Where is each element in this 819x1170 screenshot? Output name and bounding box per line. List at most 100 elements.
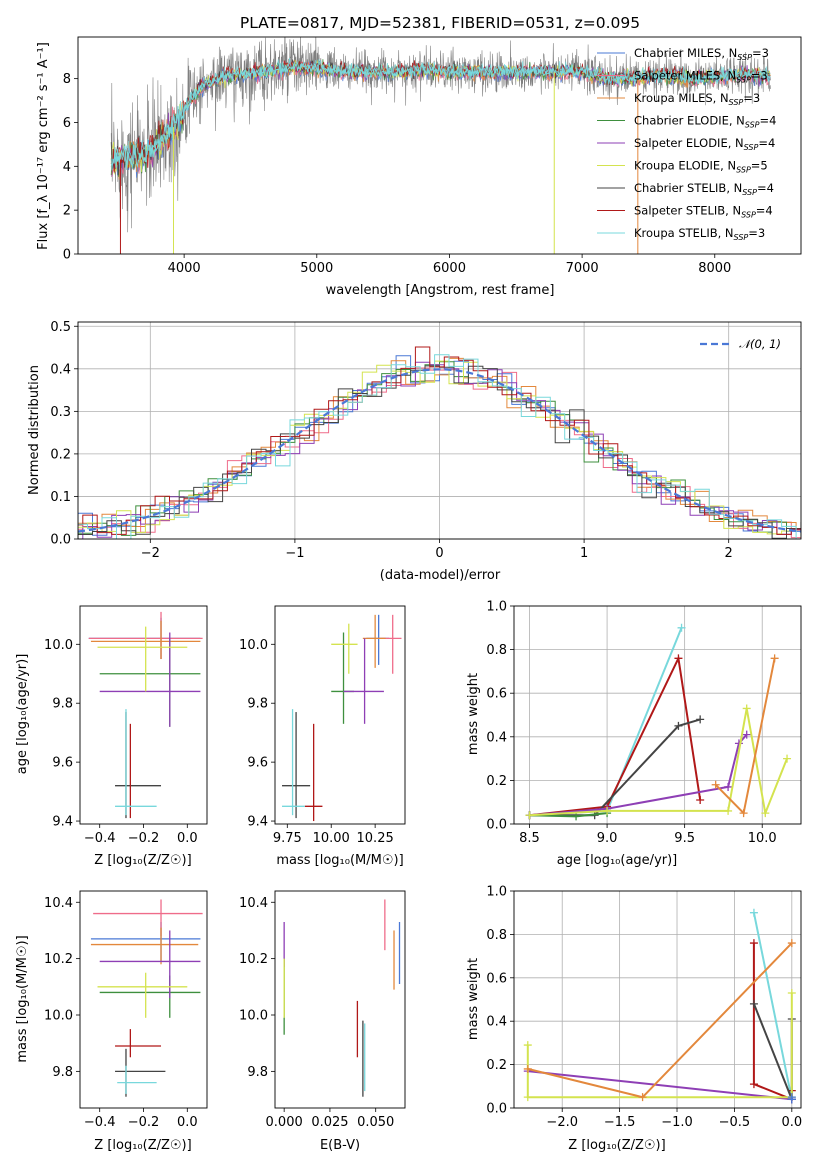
normal-curve	[78, 368, 801, 533]
spectrum-legend-tail: =3	[748, 226, 765, 240]
residuals-xtick-label: 2	[725, 546, 733, 561]
Z-weight-marker	[787, 939, 796, 948]
residuals-ytick-label: 0.1	[50, 490, 71, 505]
spectrum-legend-sub: SSP	[745, 121, 760, 130]
z-age-xlabel: Z [log₁₀(Z/Z☉)]	[94, 853, 191, 868]
mass-age-plot	[282, 614, 402, 822]
mass-age-xtick-label: 10.00	[313, 831, 350, 846]
age-weight-marker	[761, 809, 770, 818]
ebv-mass-xtick-label: 0.050	[357, 1115, 394, 1130]
ebv-mass-ytick-label: 10.0	[239, 1009, 268, 1024]
spectrum-xlabel: wavelength [Angstrom, rest frame]	[326, 283, 555, 298]
spectrum-legend-tail: =4	[758, 136, 775, 150]
Z-age-xtick-label: 0.0	[177, 831, 198, 846]
mass-age-ytick-label: 9.4	[247, 815, 268, 830]
age-weight-ytick-label: 0.2	[486, 774, 507, 789]
spectrum-legend-tail: =3	[743, 91, 760, 105]
Z-weight-xtick-label: −1.0	[661, 1115, 693, 1130]
residuals-xtick-label: 0	[435, 546, 443, 561]
residuals-ytick-label: 0.2	[50, 447, 71, 462]
age-weight-ytick-label: 0.8	[486, 643, 507, 658]
spectrum-xtick-label: 8000	[698, 261, 731, 276]
age-weight-ylabel: mass weight	[466, 673, 481, 755]
z-weight-xlabel: Z [log₁₀(Z/Z☉)]	[568, 1138, 665, 1153]
ebv-mass-xlabel: E(B-V)	[320, 1138, 360, 1153]
spectrum-plot	[110, 37, 771, 254]
Z-weight-marker	[749, 908, 758, 917]
spectrum-ytick-label: 0	[63, 248, 71, 263]
spectrum-legend-label: Kroupa STELIB, NSSP=3	[634, 226, 765, 242]
mass-age-xlabel: mass [log₁₀(M/M☉)]	[276, 853, 403, 868]
Z-mass-ytick-label: 9.8	[52, 1065, 73, 1080]
spectrum-ytick-label: 2	[63, 204, 71, 219]
spectrum-data-line	[110, 37, 771, 233]
ebv-mass-xtick-label: 0.025	[311, 1115, 348, 1130]
residuals-hist-step	[78, 354, 801, 539]
mass-age-xtick-label: 9.75	[273, 831, 302, 846]
Z-weight-marker	[523, 1093, 532, 1102]
age-weight-marker	[674, 654, 683, 663]
Z-weight-marker	[523, 1041, 532, 1050]
spectrum-ylabel: Flux [f_λ 10⁻¹⁷ erg cm⁻² s⁻¹ A⁻¹]	[36, 42, 51, 250]
Z-mass-xtick-label: −0.4	[84, 1115, 116, 1130]
spectrum-legend-tail: =3	[752, 46, 769, 60]
spectrum-legend-label: Kroupa ELODIE, NSSP=5	[634, 159, 768, 175]
chart-layer: Chabrier MILES, NSSP=3 Salpeter MILES, NS…	[44, 36, 802, 1130]
residuals-axes: −2 −1 0 1 2 0.0 0.1 0.2 0.3 0.4 0.5	[50, 320, 801, 561]
spectrum-legend-entry: Salpeter ELODIE, NSSP=4	[597, 136, 775, 152]
Z-mass-xtick-label: 0.0	[177, 1115, 198, 1130]
spectrum-legend-label: Chabrier STELIB, NSSP=4	[634, 181, 774, 197]
mass-age-xtick-label: 10.25	[357, 831, 394, 846]
ebv-mass-ytick-label: 10.2	[239, 952, 268, 967]
z-mass-ylabel: mass [log₁₀(M/M☉)]	[15, 935, 30, 1062]
Z-age-ytick-label: 10.0	[44, 638, 73, 653]
ebv-mass-ytick-label: 10.4	[239, 896, 268, 911]
age-weight-marker	[739, 809, 748, 818]
Z-weight-marker	[787, 988, 796, 997]
spectrum-legend-sub: SSP	[736, 76, 751, 85]
age-weight-xtick-label: 8.5	[519, 831, 540, 846]
spectrum-model-line	[110, 59, 771, 173]
spectrum-legend-tail: =4	[756, 204, 773, 218]
spectrum-legend-tail: =5	[751, 159, 768, 173]
spectrum-ytick-label: 4	[63, 160, 71, 175]
Z-mass-xtick-label: −0.2	[128, 1115, 160, 1130]
Z-age-axes: −0.4 −0.2 0.0 9.4 9.6 9.8 10.0	[44, 638, 198, 846]
age-weight-marker	[742, 730, 751, 739]
residuals-legend-label: 𝒩(0, 1)	[739, 337, 781, 351]
Z-age-ytick-label: 9.8	[52, 697, 73, 712]
spectrum-title: PLATE=0817, MJD=52381, FIBERID=0531, z=0…	[240, 14, 640, 32]
age-weight-xtick-label: 9.0	[597, 831, 618, 846]
spectrum-legend-sub: SSP	[736, 166, 751, 175]
spectrum-legend-tail: =3	[751, 69, 768, 83]
residuals-ytick-label: 0.3	[50, 405, 71, 420]
spectrum-legend-label: Chabrier MILES, NSSP=3	[634, 46, 769, 62]
age-weight-marker	[724, 806, 733, 815]
age-weight-series-line	[529, 654, 702, 817]
mass-age-ytick-label: 9.8	[247, 697, 268, 712]
Z-mass-ytick-label: 10.0	[44, 1009, 73, 1024]
residuals-xtick-label: −2	[141, 546, 160, 561]
spectrum-frame	[77, 36, 802, 255]
spectrum-legend-tail: =4	[757, 181, 774, 195]
residuals-frame	[77, 321, 802, 540]
Z-age-xtick-label: −0.4	[84, 831, 116, 846]
age-weight-marker	[770, 654, 779, 663]
residuals-hist-step	[78, 367, 801, 539]
spectrum-legend-label: Salpeter MILES, NSSP=3	[634, 69, 768, 85]
Z-mass-plot	[90, 899, 203, 1097]
spectrum-legend-sub: SSP	[734, 233, 749, 242]
z-age-ylabel: age [log₁₀(age/yr)]	[15, 654, 30, 775]
z-mass-xlabel: Z [log₁₀(Z/Z☉)]	[94, 1138, 191, 1153]
residuals-hist-step	[78, 346, 801, 535]
residuals-xlabel: (data-model)/error	[380, 568, 501, 583]
spectrum-legend-label: Salpeter ELODIE, NSSP=4	[634, 136, 775, 152]
spectrum-legend-label: Chabrier ELODIE, NSSP=4	[634, 114, 776, 130]
Z-age-xtick-label: −0.2	[128, 831, 160, 846]
Z-weight-ytick-label: 0.8	[486, 928, 507, 943]
ebv-mass-ytick-label: 9.8	[247, 1065, 268, 1080]
Z-weight-xtick-label: 0.0	[781, 1115, 802, 1130]
age-weight-ytick-label: 1.0	[486, 600, 507, 615]
spectrum-legend-entry: Chabrier ELODIE, NSSP=4	[597, 114, 776, 130]
age-weight-series-line	[529, 718, 701, 817]
